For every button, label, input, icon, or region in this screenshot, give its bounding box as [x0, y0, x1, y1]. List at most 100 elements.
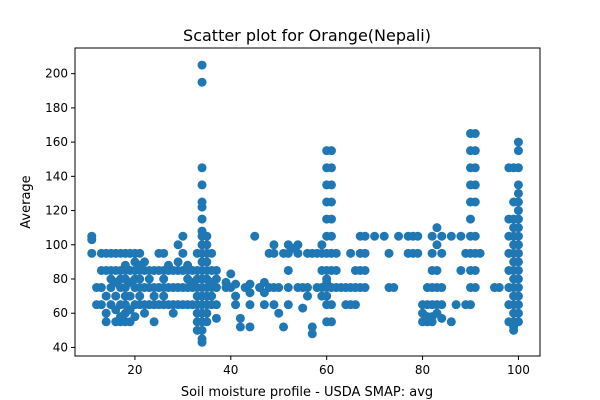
- data-point: [427, 231, 437, 241]
- y-tick-label: 200: [45, 67, 68, 81]
- data-point: [326, 300, 336, 310]
- data-point: [303, 291, 312, 301]
- data-point: [250, 231, 260, 241]
- data-point: [446, 231, 456, 241]
- data-point: [135, 291, 145, 301]
- data-point: [432, 223, 442, 233]
- data-point: [437, 313, 447, 323]
- data-point: [274, 283, 284, 293]
- data-point: [211, 283, 221, 293]
- y-tick-label: 100: [45, 238, 68, 252]
- data-point: [197, 337, 207, 347]
- data-point: [283, 283, 293, 293]
- data-point: [293, 248, 303, 258]
- data-point: [283, 265, 293, 275]
- data-point: [494, 283, 504, 293]
- data-point: [360, 283, 370, 293]
- data-point: [326, 197, 336, 207]
- data-point: [513, 163, 523, 173]
- x-axis: 20 40 60 80 100: [127, 356, 530, 377]
- data-point: [159, 291, 169, 301]
- data-point: [360, 248, 370, 258]
- data-point: [207, 248, 217, 258]
- data-point: [245, 288, 255, 298]
- data-point: [470, 180, 480, 190]
- data-point: [389, 283, 399, 293]
- data-point: [470, 163, 480, 173]
- data-point: [135, 274, 145, 284]
- data-point: [470, 283, 480, 293]
- data-point: [197, 325, 207, 335]
- data-point: [513, 248, 523, 258]
- data-point: [269, 240, 279, 250]
- data-point: [245, 322, 255, 332]
- data-point: [178, 231, 188, 241]
- data-point: [197, 163, 207, 173]
- data-point: [144, 274, 154, 284]
- data-point: [245, 300, 255, 310]
- data-point: [269, 300, 279, 310]
- data-point: [513, 197, 523, 207]
- plot-frame: [74, 47, 541, 357]
- data-point: [307, 322, 317, 332]
- data-point: [470, 265, 480, 275]
- data-point: [470, 146, 480, 156]
- data-point: [245, 279, 255, 289]
- y-tick-label: 120: [45, 204, 68, 218]
- data-point: [293, 240, 303, 250]
- x-tick-label: 80: [415, 363, 430, 377]
- data-point: [465, 214, 475, 224]
- data-point: [446, 317, 456, 327]
- data-point: [513, 308, 523, 318]
- data-point: [87, 248, 97, 258]
- data-point: [513, 188, 523, 198]
- data-point: [350, 300, 360, 310]
- x-axis-label: Soil moisture profile - USDA SMAP: avg: [181, 385, 433, 400]
- data-point: [475, 248, 485, 258]
- data-point: [298, 303, 308, 313]
- data-point: [413, 231, 423, 241]
- data-point: [235, 322, 245, 332]
- data-point: [384, 248, 394, 258]
- data-point: [513, 291, 523, 301]
- data-point: [149, 291, 159, 301]
- data-point: [231, 291, 241, 301]
- data-point: [331, 265, 341, 275]
- data-point: [437, 248, 447, 258]
- data-point: [413, 248, 423, 258]
- data-point: [513, 274, 523, 284]
- data-point: [513, 317, 523, 327]
- data-point: [231, 300, 241, 310]
- data-point: [437, 300, 447, 310]
- data-point: [140, 308, 150, 318]
- data-point: [211, 274, 221, 284]
- data-point: [437, 283, 447, 293]
- data-point: [259, 300, 269, 310]
- data-point: [326, 180, 336, 190]
- data-point: [317, 240, 327, 250]
- data-point: [197, 214, 207, 224]
- data-point: [269, 248, 279, 258]
- data-point: [470, 197, 480, 207]
- data-point: [513, 300, 523, 310]
- data-point: [432, 240, 442, 250]
- data-point: [303, 283, 312, 293]
- data-point: [159, 274, 169, 284]
- data-point: [360, 265, 370, 275]
- data-point: [513, 206, 523, 216]
- data-point: [274, 308, 284, 318]
- data-point: [394, 231, 404, 241]
- y-tick-label: 160: [45, 135, 68, 149]
- y-tick-label: 60: [53, 306, 68, 320]
- data-point: [173, 240, 183, 250]
- y-tick-label: 140: [45, 169, 68, 183]
- data-point: [307, 329, 317, 339]
- data-point: [87, 235, 97, 245]
- data-point: [173, 257, 183, 267]
- data-point: [168, 308, 178, 318]
- data-point: [513, 257, 523, 267]
- data-point: [101, 291, 111, 301]
- data-point: [360, 231, 370, 241]
